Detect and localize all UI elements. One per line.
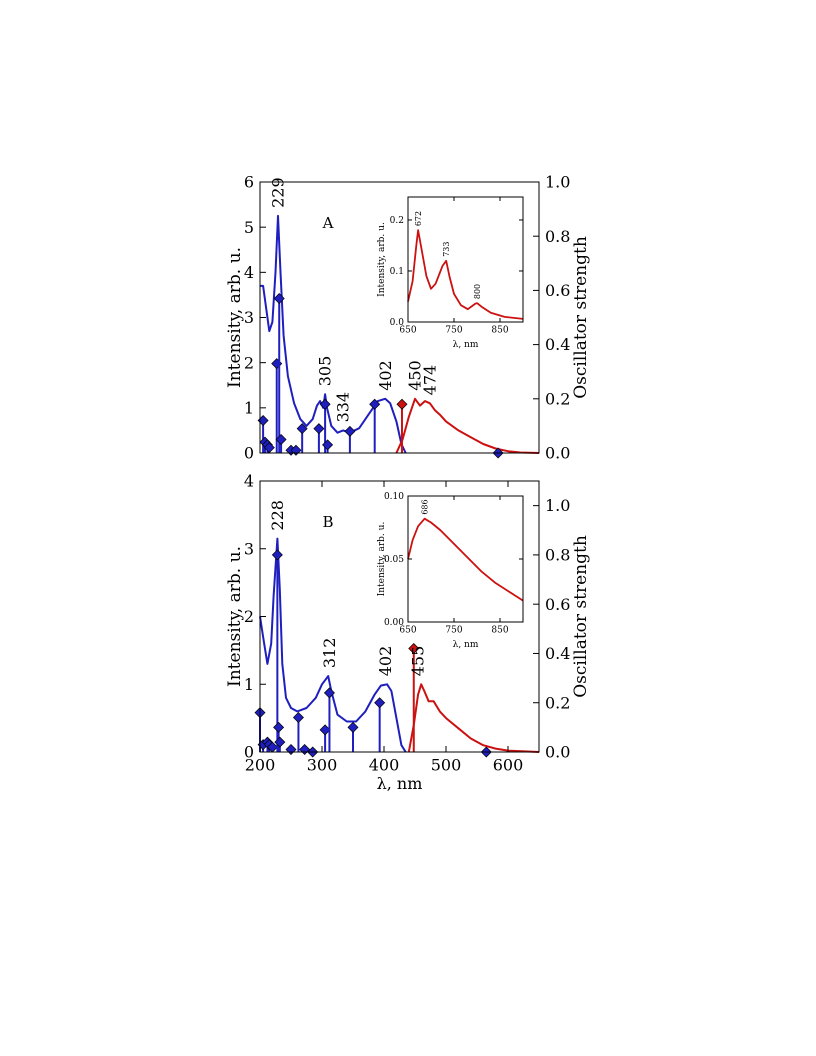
y2-tick-label: 0.6	[545, 595, 570, 614]
stem-marker	[274, 736, 286, 748]
peak-label: 312	[320, 638, 339, 669]
x-axis-label: λ, nm	[453, 340, 479, 350]
peak-label: 672	[414, 211, 423, 226]
x-tick-label: 750	[445, 325, 462, 335]
plot-area	[408, 197, 523, 322]
x-tick-label: 750	[445, 625, 462, 635]
y2-tick-label: 1.0	[545, 173, 570, 192]
y-tick-label: 4	[244, 263, 254, 282]
stem-marker	[292, 712, 304, 724]
peak-label: 800	[473, 284, 482, 299]
panel-label: B	[322, 513, 333, 531]
y-tick-label: 3	[244, 539, 254, 558]
x-tick-label: 850	[491, 625, 508, 635]
plot-area	[408, 496, 523, 622]
x-tick-label: 200	[245, 755, 276, 774]
peak-label: 334	[334, 392, 353, 423]
x-tick-label: 650	[399, 625, 416, 635]
peak-label: 402	[376, 360, 395, 391]
y-tick-label: 5	[244, 218, 254, 237]
y2-tick-label: 0.6	[545, 281, 570, 300]
curve	[407, 229, 524, 320]
peak-label: 228	[268, 500, 287, 531]
y2-tick-label: 0.2	[545, 693, 570, 712]
curve	[259, 537, 407, 753]
stem-marker	[369, 398, 381, 410]
y2-axis-label: Oscillator strength	[571, 535, 591, 698]
stem-marker	[319, 724, 331, 736]
y-tick-label: 3	[244, 308, 254, 327]
x-axis-label: λ, nm	[453, 640, 479, 650]
x-axis-label: λ, nm	[377, 774, 423, 793]
stem-marker	[271, 549, 283, 561]
panel-label: A	[322, 214, 334, 232]
y-tick-label: 0	[244, 743, 254, 762]
stem-marker	[319, 398, 331, 410]
peak-label: 402	[376, 646, 395, 677]
y-tick-label: 0.2	[390, 216, 404, 226]
y-tick-label: 6	[244, 173, 254, 192]
y-tick-label: 4	[244, 472, 254, 491]
y2-tick-label: 0.4	[545, 335, 570, 354]
peak-label: 686	[420, 499, 429, 514]
y-axis-label: Intensity, arb. u.	[377, 222, 387, 297]
x-tick-label: 500	[431, 755, 462, 774]
y-tick-label: 2	[244, 607, 254, 626]
stem-marker	[273, 293, 285, 305]
x-tick-label: 600	[493, 755, 524, 774]
x-tick-label: 300	[307, 755, 338, 774]
stem-marker	[322, 439, 334, 451]
axes-frame	[407, 196, 524, 323]
peak-label: 733	[442, 241, 451, 256]
y2-axis-label: Oscillator strength	[571, 236, 591, 399]
y-axis-label: Intensity, arb. u.	[225, 247, 245, 388]
curve	[407, 517, 524, 602]
x-tick-label: 650	[399, 325, 416, 335]
x-tick-label: 400	[369, 755, 400, 774]
peak-label: 455	[409, 646, 428, 677]
peak-label: 305	[316, 356, 335, 387]
y-axis-label: Intensity, arb. u.	[377, 522, 387, 597]
y-tick-label: 1	[244, 675, 254, 694]
x-tick-label: 850	[491, 325, 508, 335]
y2-tick-label: 0.0	[545, 743, 570, 762]
stem-marker	[347, 721, 359, 733]
y2-tick-label: 1.0	[545, 496, 570, 515]
peak-label: 229	[269, 177, 288, 208]
y-tick-label: 0.10	[384, 492, 404, 502]
y2-tick-label: 0.0	[545, 444, 570, 463]
stem-marker	[408, 643, 420, 655]
stem-marker	[313, 423, 325, 435]
y-tick-label: 0.0	[390, 318, 405, 328]
stem-marker	[396, 398, 408, 410]
stem-marker	[374, 697, 386, 709]
y-tick-label: 0.00	[384, 618, 404, 628]
y-tick-label: 1	[244, 398, 254, 417]
peak-label: 474	[420, 365, 439, 396]
y2-tick-label: 0.8	[545, 227, 570, 246]
stem-marker	[273, 721, 285, 733]
y-tick-label: 0.05	[384, 555, 404, 565]
y2-tick-label: 0.4	[545, 644, 570, 663]
peak-label: 450	[406, 360, 425, 391]
y-tick-label: 0	[244, 444, 254, 463]
stem-marker	[344, 425, 356, 437]
stem-marker	[323, 687, 335, 699]
curve	[260, 214, 407, 454]
stem-marker	[275, 433, 287, 445]
y-axis-label: Intensity, arb. u.	[225, 546, 245, 687]
y-tick-label: 2	[244, 353, 254, 372]
y-tick-label: 0.1	[390, 267, 404, 277]
stem-marker	[296, 423, 308, 435]
y2-tick-label: 0.8	[545, 546, 570, 565]
y2-tick-label: 0.2	[545, 389, 570, 408]
curve	[407, 683, 540, 753]
